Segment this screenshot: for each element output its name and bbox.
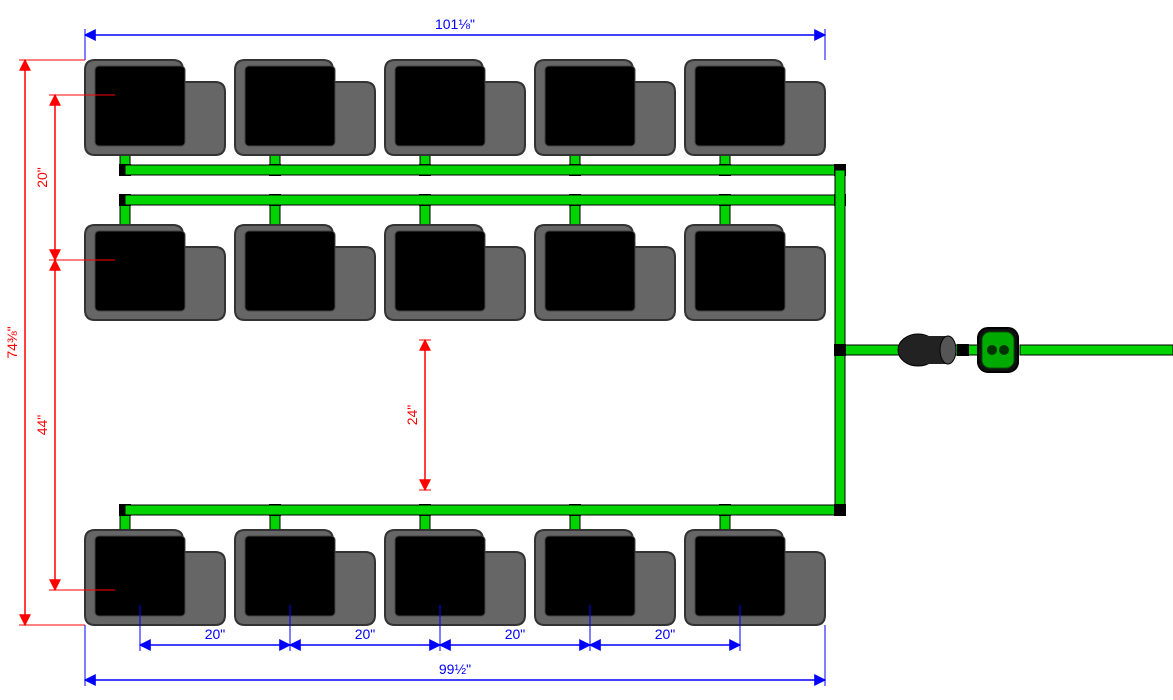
dimension-label: 74⅜" [4, 326, 20, 358]
pot-inner [245, 231, 335, 311]
pot [535, 225, 675, 320]
tube-horizontal [840, 345, 900, 355]
dimension-label: 101⅛" [435, 16, 475, 32]
pot-inner [395, 536, 485, 616]
pot [235, 60, 375, 155]
pot [85, 60, 225, 155]
dimension-label: 24" [404, 405, 420, 426]
timer-dial [987, 345, 997, 355]
pot [385, 225, 525, 320]
pot [535, 60, 675, 155]
pot [685, 60, 825, 155]
connector-cap [940, 336, 956, 364]
tube-joint [957, 344, 969, 356]
dimension-label: 20" [205, 626, 226, 642]
tube-vertical [835, 170, 845, 510]
timer-dial [999, 345, 1009, 355]
dimension-label: 44" [34, 415, 50, 436]
pot-inner [545, 231, 635, 311]
pot-inner [95, 231, 185, 311]
pot-inner [695, 66, 785, 146]
pot-inner [95, 536, 185, 616]
tube-joint [834, 344, 846, 356]
pot-inner [395, 66, 485, 146]
pot [535, 530, 675, 625]
tube-horizontal [125, 165, 840, 175]
pot-inner [395, 231, 485, 311]
dimension-label: 20" [34, 167, 50, 188]
pot-inner [695, 536, 785, 616]
timer-face [982, 332, 1014, 368]
pot-inner [245, 536, 335, 616]
pot-inner [695, 231, 785, 311]
tube-horizontal [1020, 345, 1173, 355]
tube-joint [834, 504, 846, 516]
dimension-label: 20" [355, 626, 376, 642]
pot-inner [545, 536, 635, 616]
dimension-label: 99½" [439, 661, 471, 677]
pot [235, 225, 375, 320]
dimension-label: 20" [505, 626, 526, 642]
pots-layer [85, 60, 825, 625]
pot [385, 530, 525, 625]
pot [685, 530, 825, 625]
irrigation-layout-diagram: 101⅛" 99½" 20" 20" 20" 20" 74⅜" 20" 44" 24" [0, 0, 1173, 700]
pot [385, 60, 525, 155]
pot [235, 530, 375, 625]
pot-inner [545, 66, 635, 146]
pot-inner [245, 66, 335, 146]
dimension-label: 20" [655, 626, 676, 642]
tube-horizontal [125, 195, 840, 205]
pot-inner [95, 66, 185, 146]
pot [85, 225, 225, 320]
tube-horizontal [125, 505, 840, 515]
pot [685, 225, 825, 320]
pot [85, 530, 225, 625]
